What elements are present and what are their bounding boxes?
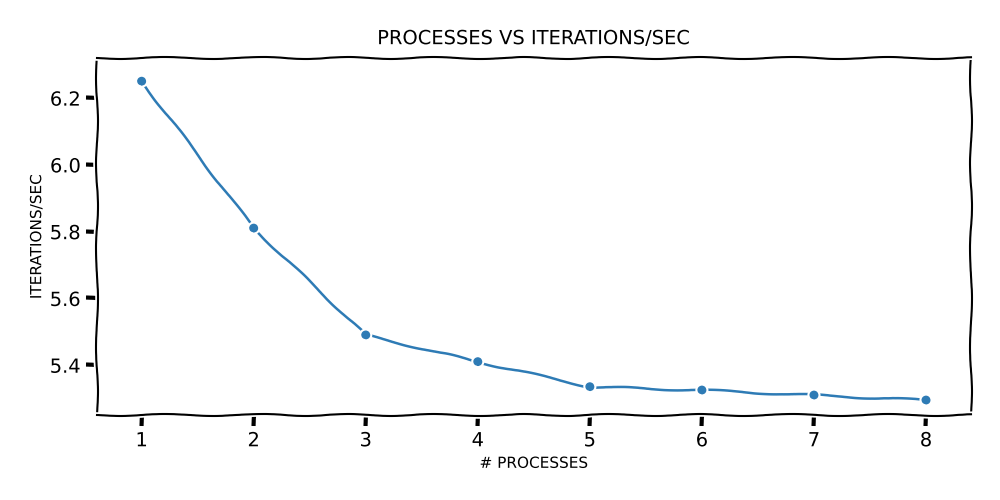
Title: PROCESSES VS ITERATIONS/SEC: PROCESSES VS ITERATIONS/SEC (377, 29, 690, 48)
Y-axis label: ITERATIONS/SEC: ITERATIONS/SEC (29, 174, 44, 299)
X-axis label: # PROCESSES: # PROCESSES (480, 456, 588, 471)
